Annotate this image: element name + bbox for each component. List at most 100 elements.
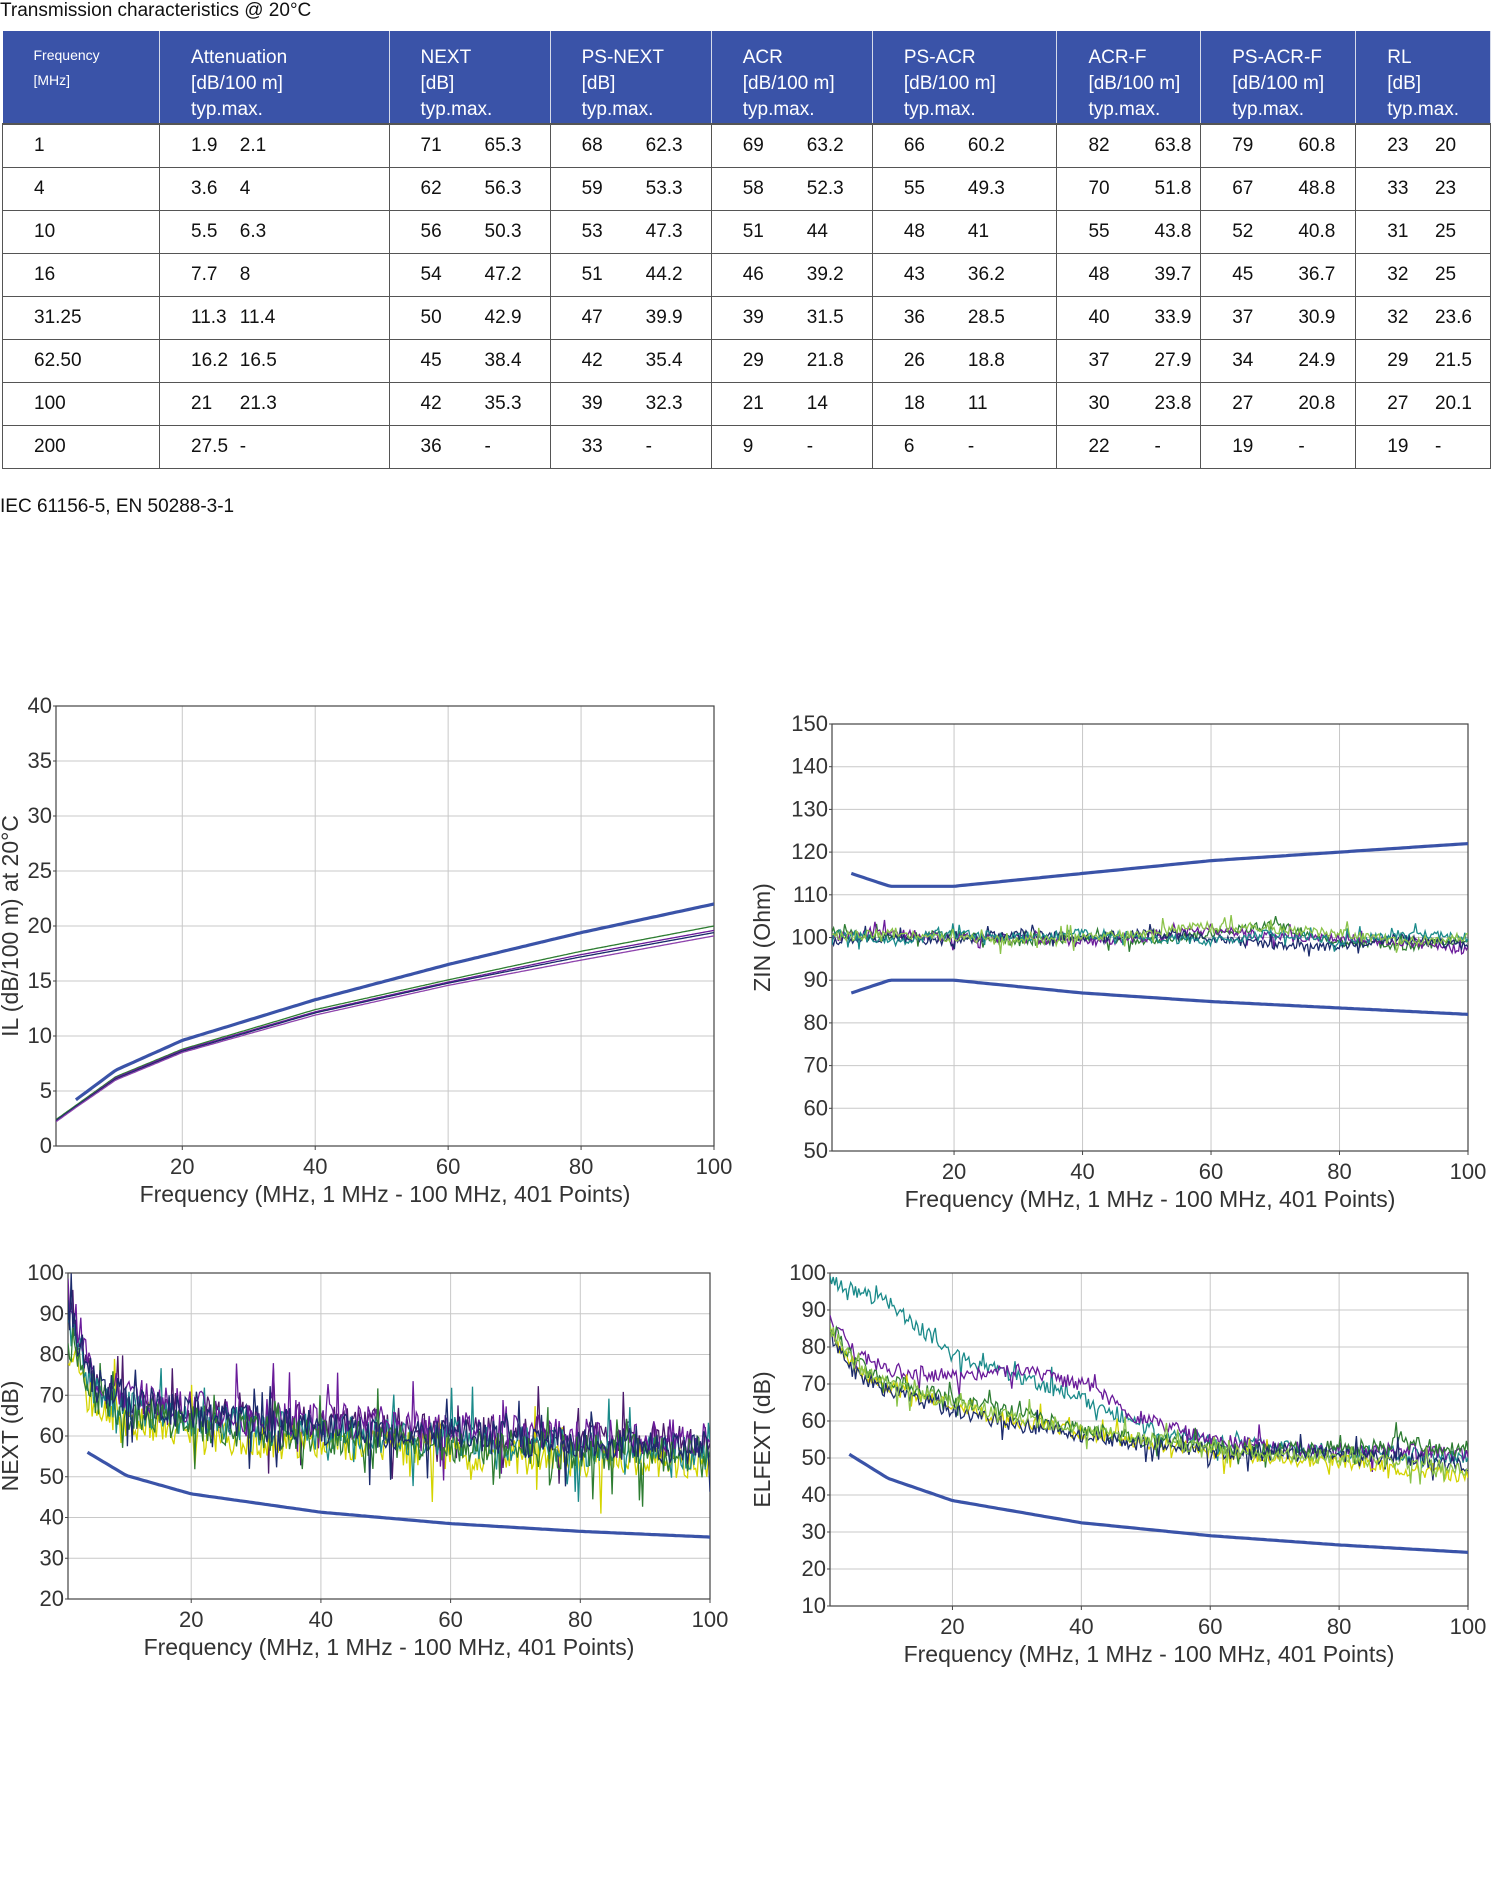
table-cell: 27: [1200, 382, 1283, 426]
table-cell: 19: [1355, 425, 1419, 469]
y-tick-label: 70: [40, 1382, 64, 1407]
table-cell: 55: [1056, 210, 1139, 254]
table-cell: 34: [1200, 339, 1283, 383]
table-cell: 42: [550, 339, 630, 383]
measured-trace: [56, 925, 714, 1121]
header-sub: typ.max.: [742, 99, 815, 120]
table-cell: 100: [1, 382, 161, 426]
table-cell: 3.6: [159, 167, 224, 211]
table-row: 10 5.5 6.3 56 50.3 53 47.3 51 44 48 41 55 43.8 52 40.8…: [1, 210, 1491, 254]
table-header-row: Frequency [MHz] Attenuation [dB/100 m] t…: [2, 31, 1491, 124]
limit-line: [850, 842, 1468, 888]
header-sub: typ.max.: [191, 99, 263, 120]
table-cell: 62.3: [629, 123, 712, 168]
table-cell: 27.9: [1138, 339, 1202, 383]
table-cell: 52: [1200, 210, 1283, 254]
table-cell: 32.3: [629, 382, 712, 426]
table-cell: 36.2: [951, 253, 1058, 297]
header-unit: [MHz]: [33, 72, 71, 88]
x-axis-label: Frequency (MHz, 1 MHz - 100 MHz, 401 Poi…: [904, 1641, 1395, 1667]
table-cell: 51: [711, 210, 791, 254]
table-cell: 32: [1355, 253, 1419, 297]
x-tick-label: 40: [303, 1154, 327, 1179]
y-tick-label: 90: [40, 1301, 64, 1326]
table-cell: 35.3: [468, 382, 551, 426]
y-tick-label: 0: [40, 1133, 52, 1158]
table-cell: 32: [1355, 296, 1419, 340]
table-cell: 28.5: [951, 296, 1058, 340]
table-cell: 71: [389, 123, 469, 168]
y-tick-label: 120: [791, 839, 828, 864]
table-cell: 11.4: [223, 296, 390, 340]
table-cell: 9: [711, 425, 791, 469]
limit-line: [74, 902, 714, 1102]
table-cell: 1: [1, 123, 161, 168]
table-cell: 56: [389, 210, 469, 254]
table-row: 62.50 16.2 16.5 45 38.4 42 35.4 29 21.8 26 18.8 37 2…: [1, 339, 1491, 383]
chart-next: 20 40 60 80 100 20 30 40 50 60 70 80 90 100 Frequency …: [0, 1260, 729, 1660]
table-cell: 20.8: [1282, 382, 1357, 426]
x-tick-label: 20: [942, 1159, 966, 1184]
y-tick-label: 30: [28, 803, 52, 828]
table-cell: 31.5: [790, 296, 873, 340]
x-tick-label: 60: [1199, 1159, 1223, 1184]
y-tick-label: 140: [791, 754, 828, 779]
header-name: PS-ACR: [903, 47, 976, 68]
header-ps-acr: PS-ACR [dB/100 m] typ.max.: [872, 31, 1058, 124]
x-tick-label: 100: [1450, 1159, 1487, 1184]
table-cell: 65.3: [468, 123, 551, 168]
y-axis-label: ELFEXT (dB): [749, 1371, 775, 1507]
table-cell: 7.7: [159, 253, 224, 297]
table-cell: 48.8: [1282, 167, 1357, 211]
table-cell: 21: [159, 382, 224, 426]
table-row: 100 21 21.3 42 35.3 39 32.3 21 14 18 11 30 23.8 27 20.…: [1, 382, 1491, 426]
table-cell: 27.5: [159, 425, 228, 469]
x-tick-label: 100: [1450, 1614, 1487, 1639]
header-next: NEXT [dB] typ.max.: [389, 31, 551, 124]
table-cell: 29: [711, 339, 791, 383]
x-tick-label: 100: [696, 1154, 733, 1179]
table-cell: 53.3: [629, 167, 712, 211]
header-frequency: Frequency [MHz]: [2, 31, 161, 124]
header-name: PS-ACR-F: [1232, 47, 1322, 68]
table-cell: 33: [1355, 167, 1419, 211]
table-cell: 67: [1200, 167, 1283, 211]
transmission-table: Frequency [MHz] Attenuation [dB/100 m] t…: [1, 31, 1491, 469]
table-cell: 62: [389, 167, 469, 211]
header-name: ACR-F: [1088, 47, 1147, 68]
y-tick-label: 100: [789, 1260, 826, 1285]
table-cell: 36.7: [1282, 253, 1357, 297]
y-tick-label: 60: [802, 1408, 826, 1433]
header-sub: typ.max.: [420, 99, 493, 120]
table-row: 1 1.9 2.1 71 65.3 68 62.3 69 63.2 66 60.2 82 63.8 79 6…: [1, 123, 1491, 168]
header-unit: [dB/100 m]: [903, 73, 996, 94]
table-cell: 35.4: [629, 339, 712, 383]
x-tick-label: 100: [692, 1607, 729, 1632]
y-tick-label: 40: [28, 693, 52, 718]
header-rl: RL [dB] typ.max.: [1355, 31, 1491, 124]
table-cell: 53: [550, 210, 630, 254]
table-cell: 18.8: [951, 339, 1058, 383]
table-cell: 27: [1355, 382, 1419, 426]
y-axis-label: ZIN (Ohm): [749, 883, 775, 992]
header-name: PS-NEXT: [581, 47, 664, 68]
table-cell: -: [790, 425, 873, 469]
table-cell: 58: [711, 167, 791, 211]
y-tick-label: 20: [40, 1586, 64, 1611]
chart-input-impedance: 20 40 60 80 100 50 60 70 80 90 100 110 120 130 140 150 F…: [749, 711, 1487, 1212]
table-cell: 47: [550, 296, 630, 340]
header-name: Attenuation: [191, 47, 288, 68]
table-cell: 69: [711, 123, 791, 168]
table-cell: 39: [550, 382, 630, 426]
table-cell: 60.2: [951, 123, 1058, 168]
header-attenuation: Attenuation [dB/100 m] typ.max.: [159, 31, 390, 124]
header-unit: [dB]: [581, 73, 616, 94]
measured-trace: [832, 915, 1468, 954]
table-cell: 47.3: [629, 210, 712, 254]
table-cell: 21.5: [1418, 339, 1491, 383]
table-cell: 21.8: [790, 339, 873, 383]
table-row: 4 3.6 4 62 56.3 59 53.3 58 52.3 55 49.3 70 51.8 67 48.…: [1, 167, 1491, 211]
table-cell: 33: [550, 425, 630, 469]
measured-trace: [68, 1273, 710, 1492]
table-cell: 25: [1418, 253, 1491, 297]
